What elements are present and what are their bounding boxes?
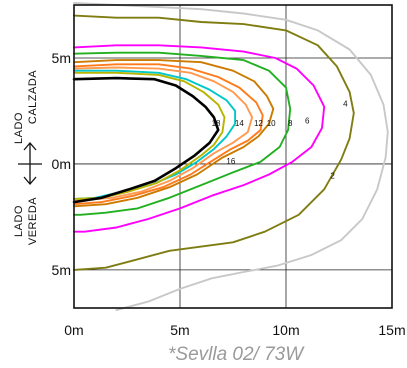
contour-label-14: 14 [235,119,244,128]
contour-label-8: 8 [288,119,293,128]
side-label-bottom-line2: VEREDA [27,197,39,245]
contour-label-18: 18 [212,119,221,128]
contour-line-10 [73,63,264,206]
side-label-top-line2: CALZADA [27,70,39,124]
plot-frame [73,4,393,309]
side-label-top-line1: LADO [13,112,25,144]
contour-label-16: 16 [226,157,235,166]
contour-line-12 [73,66,254,202]
x-tick-label-0: 0m [64,322,83,338]
side-label-bottom-line1: LADO [13,205,25,237]
y-tick-label-2: 5m [52,262,71,278]
x-tick-label-3: 15m [378,322,405,338]
x-tick-label-1: 5m [170,322,189,338]
contour-line-18 [72,76,220,204]
contour-label-10: 10 [267,119,276,128]
contour-line-16 [73,71,226,200]
y-tick-label-1: 0m [52,156,71,172]
contour-labels: 2 4 6 8 10 12 14 16 18 [212,100,349,181]
x-tick-label-2: 10m [272,322,299,338]
contour-label-4: 4 [343,100,348,109]
contour-label-6: 6 [305,117,310,126]
contour-series [72,1,389,312]
contour-line-8 [73,59,275,208]
side-labels: LADO CALZADA LADO VEREDA [13,70,39,245]
up-down-arrow-icon [18,142,42,185]
contour-line-6 [73,51,292,216]
chart-caption: *Sevlla 02/ 73W [168,344,305,365]
contour-line-outer [73,1,389,312]
contour-line-2 [73,14,355,271]
contour-line-4 [73,44,326,233]
y-tick-label-0: 5m [52,50,71,66]
contour-label-2: 2 [330,172,335,181]
contour-label-12: 12 [254,119,263,128]
tick-labels: 0m 5m 10m 15m 5m 0m 5m [52,50,406,338]
